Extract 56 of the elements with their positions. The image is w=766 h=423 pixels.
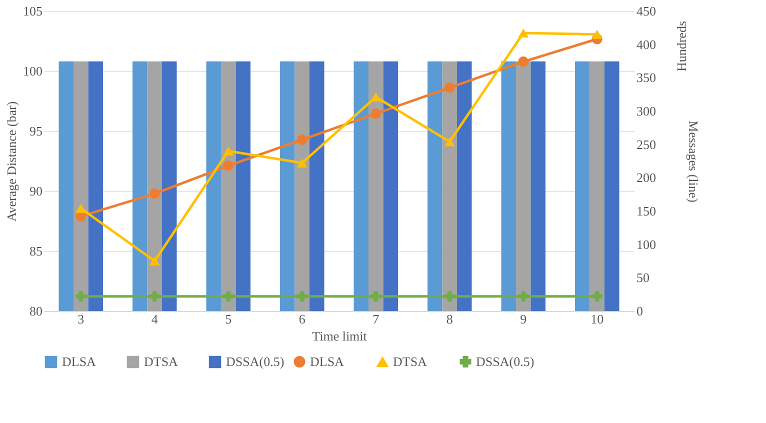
point	[149, 256, 160, 266]
y-tick-label: 95	[30, 124, 42, 138]
x-tick-label: 8	[446, 312, 453, 326]
x-tick-label: 4	[151, 312, 158, 326]
legend-label: DSSA(0.5)	[476, 354, 534, 369]
x-tick-label: 5	[225, 312, 232, 326]
y-tick-label: 85	[30, 244, 42, 258]
y2-tick-label: 0	[636, 304, 643, 318]
y-axis-title: Average Distance (bar)	[4, 101, 19, 222]
point	[518, 56, 529, 67]
point	[444, 82, 455, 93]
point	[76, 204, 86, 213]
point	[592, 291, 602, 302]
legend-label: DLSA	[310, 354, 345, 369]
point	[296, 134, 308, 145]
x-tick-label: 9	[520, 312, 527, 326]
x-tick-label: 10	[590, 312, 604, 326]
point	[518, 291, 529, 302]
point	[223, 146, 234, 156]
x-axis-title: Time limit	[312, 328, 368, 344]
y2-tick-label: 100	[636, 236, 656, 252]
point	[223, 291, 234, 302]
y-tick-label: 100	[23, 64, 42, 78]
legend-label: DSSA(0.5)	[226, 354, 284, 369]
point	[444, 137, 455, 146]
y-tick-label: 90	[30, 184, 42, 198]
y2-tick-label: 450	[636, 4, 656, 18]
y-tick-label: 80	[30, 304, 42, 318]
x-tick-label: 3	[78, 312, 84, 326]
point	[370, 92, 382, 102]
y-tick-label: 105	[23, 4, 42, 18]
point	[149, 188, 160, 199]
point	[76, 291, 86, 302]
y2-tick-label: 50	[636, 270, 650, 286]
legend-label: DTSA	[393, 354, 428, 370]
point	[223, 160, 234, 171]
text: Hundreds	[674, 21, 689, 72]
y2-axis-title: Messages (line)	[686, 120, 701, 202]
point	[296, 158, 308, 168]
x-tick-label: 7	[372, 312, 380, 326]
legend-label: DTSA	[144, 354, 179, 369]
point	[518, 28, 529, 38]
point	[444, 291, 455, 302]
point	[592, 30, 602, 39]
y2-tick-label: 400	[636, 36, 656, 52]
y2-tick-label: 250	[636, 136, 656, 152]
point	[370, 108, 382, 119]
point	[149, 291, 160, 302]
y2-tick-label: 350	[636, 70, 656, 86]
y2-tick-label: 150	[636, 204, 656, 218]
y2-tick-label: 300	[636, 104, 656, 118]
x-tick-label: 6	[298, 312, 306, 326]
legend-label: DLSA	[62, 354, 97, 369]
y2-tick-label: 200	[636, 170, 656, 186]
point	[296, 291, 308, 302]
point	[370, 291, 382, 302]
